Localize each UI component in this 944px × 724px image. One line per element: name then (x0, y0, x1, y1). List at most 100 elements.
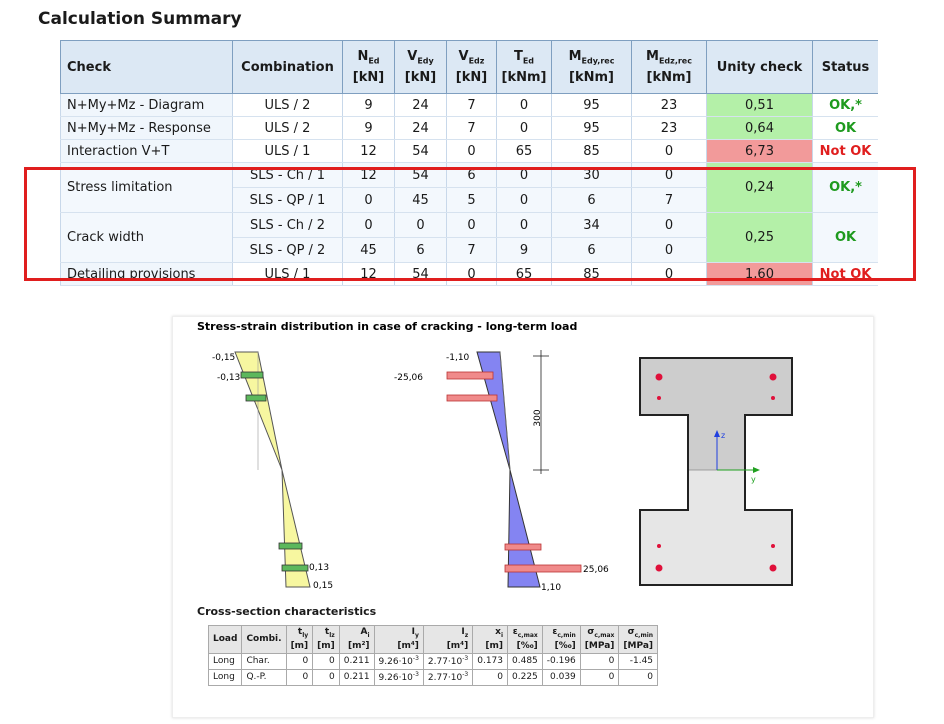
combination-cell: SLS - QP / 1 (232, 187, 343, 213)
header-unit: [m⁴] (446, 640, 469, 651)
rebar (771, 544, 775, 548)
value-cell: 45 (342, 237, 395, 263)
strain-area (281, 469, 311, 588)
strain-label: -0,13 (217, 373, 240, 383)
status-cell: OK,* (812, 93, 878, 117)
value-cell: 5 (446, 187, 497, 213)
table-row: Long Char. 0 0 0.211 9.26·10-3 2.77·10-3 0.173 0… (207, 652, 659, 670)
header-unit: [m] (485, 640, 503, 651)
value-cell: 9.26·10-3 (373, 668, 424, 686)
check-cell: Stress limitation (60, 162, 233, 213)
unity-cell: 6,73 (706, 139, 813, 163)
reference-line (499, 351, 511, 471)
column-header: NEd [kN] (342, 40, 395, 94)
column-header: Status (812, 40, 878, 94)
header-subscript: ly (302, 631, 309, 639)
header-subscript: Edy,rec (581, 56, 615, 66)
header-symbol: V (407, 48, 418, 64)
value-cell: 0 (472, 668, 508, 686)
z-axis-label: z (721, 431, 725, 440)
header-unit: [kN] (404, 70, 437, 86)
diagram-title: Stress-strain distribution in case of cr… (197, 320, 577, 333)
header-text: Unity check (716, 59, 803, 75)
unity-cell: 0,24 (706, 162, 813, 213)
value-cell: 9 (342, 116, 395, 140)
value-cell: -1.45 (618, 652, 659, 670)
column-header: Ai [m²] (338, 625, 375, 654)
header-symbol: ε (512, 627, 518, 637)
value-cell: 0 (312, 668, 340, 686)
value-cell: 95 (551, 93, 632, 117)
column-header: Check (60, 40, 233, 94)
value-cell: 6 (551, 237, 632, 263)
header-text: Status (821, 59, 870, 75)
header-symbol: t (297, 627, 303, 637)
status-cell: OK (812, 116, 878, 140)
column-header: Combination (232, 40, 343, 94)
value-cell: 12 (342, 162, 395, 188)
table-body: N+My+Mz - Diagram ULS / 2 9 24 7 0 95 23 0,51 OK,… (60, 93, 879, 286)
value-cell: 45 (394, 187, 447, 213)
unity-cell: 0,51 (706, 93, 813, 117)
value-cell: 9 (342, 93, 395, 117)
header-symbol: I (461, 627, 465, 637)
header-subscript: c,min (634, 631, 654, 639)
table-row: Stress limitation SLS - Ch / 1 12 54 6 0 30 0 0,… (60, 162, 878, 213)
header-text: Check (67, 59, 111, 75)
value-cell: Char. (241, 652, 287, 670)
combination-cell: ULS / 2 (232, 93, 343, 117)
header-unit: [m] (317, 640, 335, 651)
column-header: Unity check (706, 40, 813, 94)
table-row: Long Q.-P. 0 0 0.211 9.26·10-3 2.77·10-3 0 0.225… (207, 668, 659, 686)
header-unit: [kNm] (501, 70, 547, 86)
header-unit: [MPa] (623, 640, 654, 651)
header-unit: [m] (290, 640, 309, 651)
header-symbol: I (411, 627, 415, 637)
header-symbol: T (513, 48, 523, 64)
reinforcement-strain (281, 564, 309, 572)
value-base: 2.77·10 (427, 673, 463, 684)
header-symbol: A (360, 627, 368, 637)
compression-zone (640, 358, 792, 470)
header-subscript: Ed (368, 56, 380, 66)
value-cell: 0 (312, 652, 340, 670)
column-header: Combi. (241, 625, 287, 654)
column-header: σc,min [MPa] (618, 625, 659, 654)
status-cell: Not OK (812, 139, 878, 163)
summary-table-wrap: Check Combination NEd [kN] VEdy [kN] VEdz [kN] T… (60, 40, 878, 297)
header-unit: [m⁴] (397, 640, 419, 651)
stress-label: -25,06 (394, 373, 423, 383)
header-symbol: ε (552, 627, 558, 637)
rebar (769, 373, 777, 381)
header-symbol: σ (627, 627, 635, 637)
status-cell: OK,* (812, 162, 878, 213)
value-cell: 23 (631, 93, 707, 117)
header-symbol: σ (587, 627, 595, 637)
dimension-label: 300 (533, 409, 543, 426)
value-cell: 0 (496, 187, 552, 213)
section-outline (639, 357, 793, 586)
unity-cell: 0,64 (706, 116, 813, 140)
header-row: Load Combi. tly [m] tlz [m] Ai [m²] Iy [m⁴] Iz [m⁴]… (207, 625, 659, 654)
value-cell: Q.-P. (241, 668, 287, 686)
check-cell: Crack width (60, 212, 233, 263)
value-cell: 54 (394, 162, 447, 188)
value-cell: 0 (631, 237, 707, 263)
table-row: N+My+Mz - Response ULS / 2 9 24 7 0 95 23 0,64 OK (60, 116, 878, 140)
value-cell: 0.173 (472, 652, 508, 670)
value-cell: 0.225 (507, 668, 543, 686)
value-cell: 0 (631, 139, 707, 163)
table-row: SLS - QP / 1 0 45 5 0 6 7 (61, 187, 879, 213)
header-symbol: t (324, 627, 330, 637)
reinforcement-strain (240, 371, 264, 379)
header-subscript: Ed (522, 56, 535, 66)
value-base: 9.26·10 (378, 657, 413, 668)
rebar (655, 373, 663, 381)
value-cell: 0.485 (507, 652, 543, 670)
reinforcement-stress (446, 394, 498, 402)
value-cell: Long (207, 652, 243, 670)
value-cell: 85 (551, 139, 632, 163)
header-subscript: Edy (417, 56, 434, 66)
value-base: 2.77·10 (427, 657, 463, 668)
